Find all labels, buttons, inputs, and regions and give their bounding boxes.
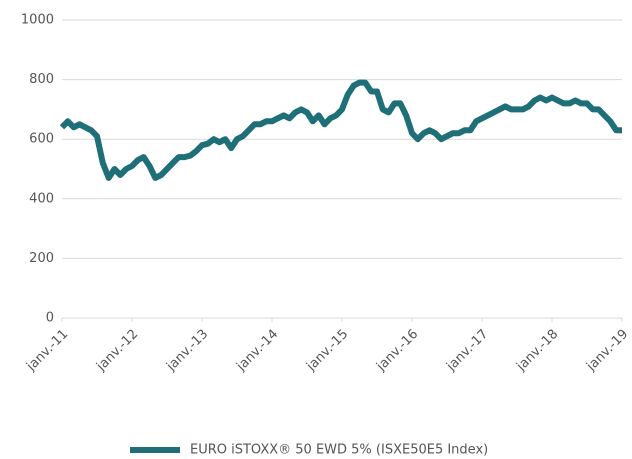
x-tick-label: janv.-11 bbox=[23, 327, 71, 375]
x-tick-label: janv.-18 bbox=[513, 327, 561, 375]
y-tick-label: 0 bbox=[46, 311, 54, 326]
legend-label: EURO iSTOXX® 50 EWD 5% (ISXE50E5 Index) bbox=[190, 443, 488, 458]
y-tick-label: 1000 bbox=[21, 13, 54, 28]
x-tick-label: janv.-13 bbox=[163, 327, 211, 375]
y-tick-label: 600 bbox=[29, 132, 54, 147]
x-tick-label: janv.-17 bbox=[443, 327, 491, 375]
series-line bbox=[59, 79, 622, 181]
y-tick-label: 200 bbox=[29, 251, 54, 266]
x-tick-label: janv.-19 bbox=[583, 327, 631, 375]
y-tick-label: 400 bbox=[29, 191, 54, 206]
y-tick-label: 800 bbox=[29, 72, 54, 87]
x-tick-label: janv.-12 bbox=[93, 327, 141, 375]
x-tick-label: janv.-16 bbox=[373, 327, 421, 375]
x-tick-label: janv.-14 bbox=[233, 327, 281, 375]
x-tick-label: janv.-15 bbox=[303, 327, 351, 375]
